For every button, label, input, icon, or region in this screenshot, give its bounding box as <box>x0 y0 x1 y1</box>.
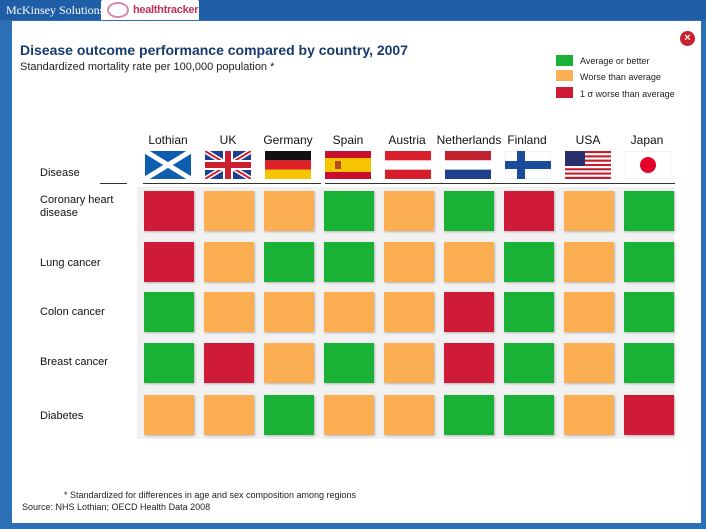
row-label: Colon cancer <box>40 306 105 319</box>
grid-cell <box>624 395 674 435</box>
column-label-finland: Finland <box>507 133 547 147</box>
chart-title: Disease outcome performance compared by … <box>20 42 408 58</box>
grid-cell <box>204 292 254 332</box>
grid-cell <box>564 395 614 435</box>
column-label-netherlands: Netherlands <box>436 133 502 147</box>
grid-cell <box>144 292 194 332</box>
grid-cell <box>204 242 254 282</box>
grid-cell <box>264 191 314 231</box>
grid-cell <box>444 242 494 282</box>
legend-swatch-green <box>556 55 573 66</box>
grid-cell <box>444 191 494 231</box>
column-label-japan: Japan <box>630 133 664 147</box>
chart-subtitle: Standardized mortality rate per 100,000 … <box>20 61 275 73</box>
row-label-line: Breast cancer <box>40 356 108 368</box>
column-label-spain: Spain <box>332 133 364 147</box>
row-header: Disease <box>40 167 80 179</box>
row-label-line: Colon cancer <box>40 306 105 318</box>
header-rule-europe <box>325 183 675 184</box>
column-label-lothian: Lothian <box>148 133 188 147</box>
grid-cell <box>624 191 674 231</box>
grid-cell <box>384 292 434 332</box>
legend-swatch-orange <box>556 70 573 81</box>
grid-cell <box>564 191 614 231</box>
grid-cell <box>384 343 434 383</box>
grid-cell <box>264 395 314 435</box>
healthtracker-logo: healthtracker <box>101 0 199 20</box>
header-rule-uk <box>143 183 321 184</box>
grid-cell <box>504 292 554 332</box>
performance-grid <box>137 187 675 439</box>
grid-cell <box>204 191 254 231</box>
grid-cell <box>564 242 614 282</box>
grid-cell <box>264 292 314 332</box>
healthtracker-mark-icon <box>107 2 129 18</box>
column-label-austria: Austria <box>388 133 426 147</box>
grid-cell <box>444 343 494 383</box>
healthtracker-logo-text: healthtracker <box>133 4 199 16</box>
legend-label-green: Average or better <box>580 56 650 66</box>
grid-cell <box>144 242 194 282</box>
grid-cell <box>444 395 494 435</box>
grid-cell <box>444 292 494 332</box>
grid-cell <box>624 343 674 383</box>
grid-cell <box>624 242 674 282</box>
grid-cell <box>624 292 674 332</box>
row-label: Breast cancer <box>40 356 108 369</box>
column-label-usa: USA <box>575 133 601 147</box>
grid-cell <box>324 395 374 435</box>
grid-cell <box>144 343 194 383</box>
grid-cell <box>264 343 314 383</box>
row-label: Diabetes <box>40 410 83 423</box>
row-label-line: disease <box>40 207 78 219</box>
source-note: Source: NHS Lothian; OECD Health Data 20… <box>22 502 211 512</box>
column-label-germany: Germany <box>263 133 313 147</box>
uk-flag-icon <box>205 151 251 179</box>
row-label: Lung cancer <box>40 257 101 270</box>
grid-cell <box>504 191 554 231</box>
grid-cell <box>324 292 374 332</box>
mckinsey-logo: McKinsey Solutions <box>6 3 105 17</box>
grid-cell <box>504 343 554 383</box>
usa-flag-icon <box>565 151 611 179</box>
footnote: * Standardized for differences in age an… <box>64 490 357 500</box>
row-label-line: Coronary heart <box>40 194 114 206</box>
legend-label-orange: Worse than average <box>580 72 661 82</box>
column-label-uk: UK <box>219 133 237 147</box>
grid-cell <box>564 343 614 383</box>
netherlands-flag-icon <box>445 151 491 179</box>
austria-flag-icon <box>385 151 431 179</box>
grid-cell <box>324 343 374 383</box>
row-label-line: Lung cancer <box>40 257 101 269</box>
grid-cell <box>324 191 374 231</box>
grid-cell <box>384 242 434 282</box>
grid-cell <box>204 395 254 435</box>
germany-flag-icon <box>265 151 311 179</box>
finland-flag-icon <box>505 151 551 179</box>
top-bar: McKinsey Solutions healthtracker <box>0 0 706 20</box>
row-label: Coronary heart disease <box>40 194 113 220</box>
grid-cell <box>144 191 194 231</box>
legend-label-red: 1 σ worse than average <box>580 89 675 99</box>
grid-cell <box>384 191 434 231</box>
scotland-flag-icon <box>145 151 191 179</box>
grid-cell <box>204 343 254 383</box>
grid-cell <box>504 395 554 435</box>
grid-cell <box>264 242 314 282</box>
grid-cell <box>384 395 434 435</box>
grid-cell <box>144 395 194 435</box>
grid-cell <box>324 242 374 282</box>
grid-cell <box>564 292 614 332</box>
row-label-line: Diabetes <box>40 410 84 422</box>
header-rule-left <box>100 183 127 184</box>
close-button[interactable]: × <box>678 29 697 48</box>
spain-flag-icon <box>325 151 371 179</box>
legend-swatch-red <box>556 87 573 98</box>
grid-cell <box>504 242 554 282</box>
japan-flag-icon <box>625 151 671 179</box>
